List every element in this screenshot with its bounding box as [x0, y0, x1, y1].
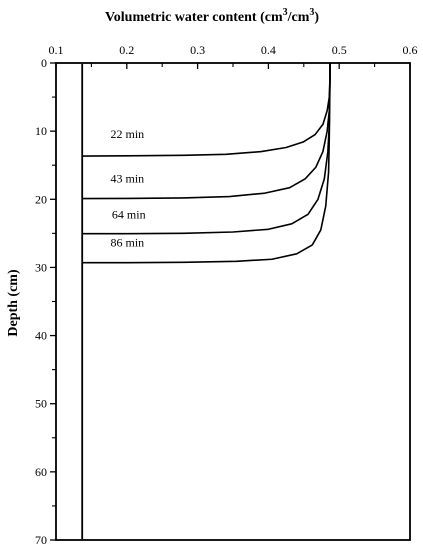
x-axis-title: Volumetric water content (cm3/cm3)	[105, 7, 319, 25]
y-axis-tick-labels: 0 10 20 30 40 50 60 70	[35, 56, 47, 547]
x-axis-title-mid: /cm	[287, 10, 310, 25]
y-tick-label: 40	[35, 329, 47, 343]
y-tick-label: 30	[35, 260, 47, 274]
y-tick-label: 0	[41, 56, 47, 70]
x-axis-ticks	[55, 63, 411, 69]
x-axis-title-sup-2: 3	[309, 7, 314, 18]
curve-label: 64 min	[112, 207, 146, 221]
x-tick-label: 0.6	[403, 43, 418, 57]
y-axis-title: Depth (cm)	[6, 269, 21, 337]
x-tick-label: 0.5	[332, 43, 347, 57]
curve-22-min	[82, 63, 331, 157]
curve-labels: 22 min 43 min 64 min 86 min	[111, 127, 146, 249]
curve-label: 86 min	[111, 235, 145, 249]
wetting-front-curves	[82, 63, 331, 264]
y-tick-label: 50	[35, 397, 47, 411]
x-tick-label: 0.4	[261, 43, 276, 57]
y-tick-label: 20	[35, 192, 47, 206]
y-axis-ticks	[50, 62, 56, 541]
curve-label: 43 min	[111, 171, 145, 185]
y-tick-label: 70	[35, 533, 47, 547]
x-axis-title-sup-1: 3	[283, 7, 288, 18]
x-tick-label: 0.1	[49, 43, 64, 57]
y-tick-label: 10	[35, 124, 47, 138]
y-tick-label: 60	[35, 465, 47, 479]
x-tick-label: 0.2	[119, 43, 134, 57]
x-tick-label: 0.3	[190, 43, 205, 57]
x-axis-title-end: )	[314, 10, 319, 25]
plot-frame	[55, 62, 411, 541]
curve-86-min	[82, 63, 331, 264]
curve-label: 22 min	[111, 127, 145, 141]
x-axis-tick-labels: 0.1 0.2 0.3 0.4 0.5 0.6	[49, 43, 418, 57]
x-axis-title-base: Volumetric water content (cm	[105, 10, 283, 25]
